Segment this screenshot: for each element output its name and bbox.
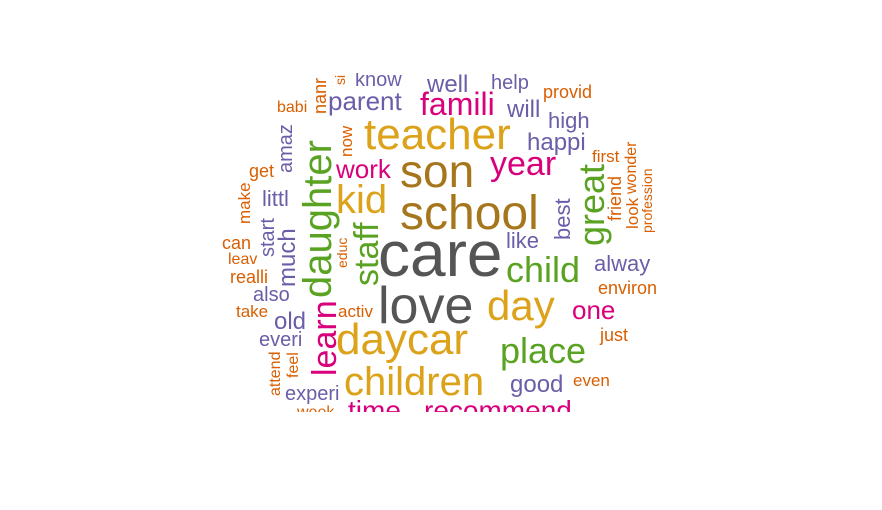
- word-daughter: daughter: [296, 140, 340, 298]
- word-get: get: [249, 161, 275, 181]
- word-babi: babi: [277, 99, 308, 116]
- word-daycar: daycar: [336, 315, 469, 364]
- word-learn: learn: [306, 300, 344, 376]
- word-educ: educ: [334, 238, 350, 269]
- word-alway: alway: [594, 251, 651, 276]
- word-year: year: [490, 145, 557, 183]
- word-start: start: [257, 218, 279, 257]
- word-old: old: [274, 308, 307, 335]
- word-care: care: [378, 218, 503, 290]
- word-week: week: [297, 405, 334, 413]
- word-also: also: [253, 284, 290, 306]
- word-even: even: [573, 371, 610, 390]
- word-one: one: [572, 295, 616, 325]
- word-well: well: [427, 73, 469, 98]
- word-nanr: nanr: [310, 78, 330, 115]
- word-happi: happi: [527, 129, 586, 156]
- word-first: first: [592, 147, 620, 166]
- word-now: now: [337, 126, 356, 158]
- word-parent: parent: [328, 86, 402, 116]
- word-place: place: [500, 330, 587, 371]
- word-activ: activ: [338, 302, 373, 321]
- word-littl: littl: [262, 186, 289, 211]
- word-feel: feel: [285, 352, 302, 378]
- word-make: make: [235, 182, 254, 224]
- word-leav: leav: [228, 251, 258, 268]
- word-friend: friend: [605, 176, 625, 222]
- word-kid: kid: [336, 178, 388, 222]
- word-love: love: [378, 277, 474, 335]
- word-will: will: [507, 96, 541, 123]
- word-staff: staff: [348, 222, 386, 286]
- word-wonder: wonder: [623, 142, 640, 195]
- word-cloud-area: care love school son teacher daycar chil…: [0, 73, 882, 412]
- word-help: help: [491, 73, 529, 94]
- word-like: like: [506, 228, 540, 253]
- word-work: work: [336, 154, 391, 184]
- word-good: good: [510, 371, 564, 398]
- word-son: son: [400, 145, 475, 197]
- word-can: can: [222, 233, 252, 253]
- word-amaz: amaz: [275, 124, 297, 173]
- word-best: best: [550, 198, 575, 240]
- word-profession: profession: [639, 168, 655, 233]
- word-everi: everi: [259, 329, 303, 351]
- word-recommend: recommend: [424, 395, 572, 413]
- word-experi: experi: [285, 383, 340, 405]
- word-time: time: [348, 395, 401, 413]
- word-school: school: [400, 187, 539, 240]
- word-realli: realli: [230, 267, 269, 287]
- word-si: si: [332, 75, 348, 86]
- word-famili: famili: [420, 86, 495, 122]
- word-children: children: [344, 360, 485, 404]
- word-much: much: [274, 228, 301, 287]
- word-child: child: [506, 249, 581, 290]
- word-just: just: [600, 325, 629, 345]
- word-provid: provid: [543, 82, 593, 102]
- word-day: day: [487, 282, 555, 329]
- word-environ: environ: [598, 278, 658, 298]
- word-high: high: [548, 108, 590, 133]
- word-take: take: [236, 302, 269, 321]
- word-know: know: [355, 73, 402, 91]
- word-teacher: teacher: [364, 110, 511, 159]
- word-attend: attend: [267, 352, 284, 397]
